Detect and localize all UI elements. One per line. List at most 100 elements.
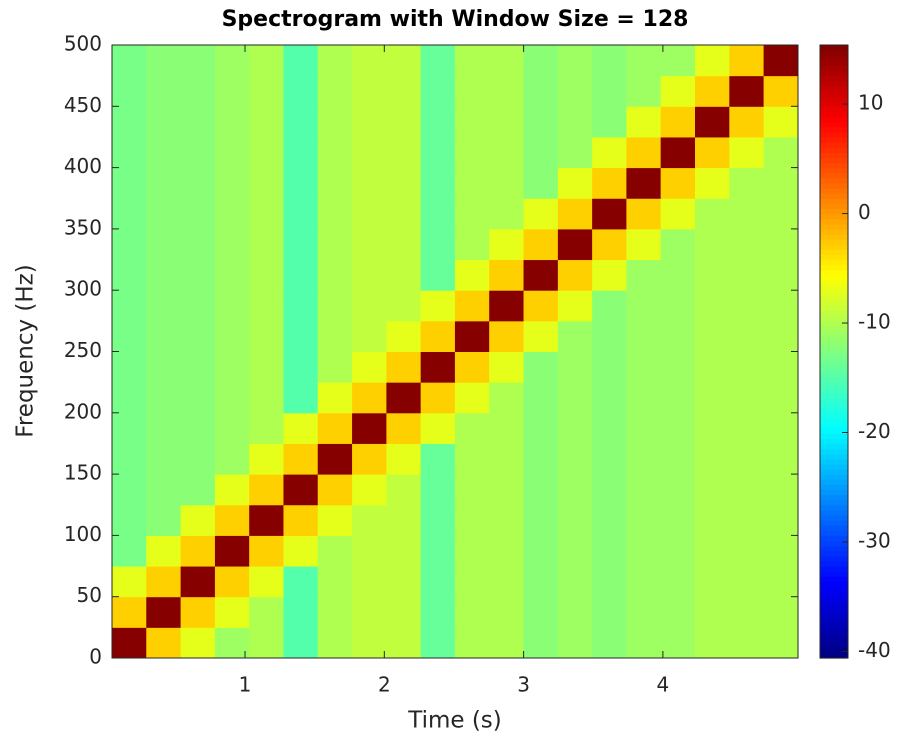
colorbar-segment: [820, 504, 848, 511]
heatmap-cell: [592, 535, 627, 567]
heatmap-cell: [523, 259, 559, 291]
heatmap-cell: [763, 136, 799, 169]
heatmap-cell: [420, 566, 456, 598]
chart-title: Spectrogram with Window Size = 128: [222, 7, 689, 32]
heatmap-cell: [694, 627, 730, 659]
heatmap-cell: [420, 45, 456, 77]
colorbar-segment: [820, 479, 848, 485]
heatmap-cell: [626, 198, 662, 230]
heatmap-cell: [694, 596, 730, 628]
heatmap-cell: [112, 351, 147, 383]
heatmap-cell: [249, 228, 284, 261]
heatmap-cell: [317, 45, 353, 77]
heatmap-cell: [557, 351, 593, 383]
heatmap-cell: [317, 443, 353, 475]
heatmap-cell: [180, 290, 216, 322]
heatmap-cell: [112, 167, 147, 199]
heatmap-cell: [694, 290, 730, 322]
heatmap-cell: [352, 228, 387, 261]
heatmap-cell: [214, 167, 250, 199]
heatmap-cell: [694, 504, 730, 536]
colorbar-segment: [820, 116, 848, 123]
colorbar-segment: [820, 152, 848, 158]
heatmap-cell: [694, 320, 730, 352]
heatmap-cell: [454, 535, 490, 567]
colorbar-segment: [820, 632, 848, 639]
heatmap-cell: [386, 443, 422, 475]
colorbar-segment: [820, 637, 848, 644]
heatmap-cell: [386, 504, 422, 536]
heatmap-cell: [214, 382, 250, 414]
y-tick-label: 400: [64, 154, 102, 178]
heatmap-cell: [523, 290, 559, 322]
colorbar-segment: [820, 647, 848, 654]
heatmap-cell: [146, 228, 182, 261]
heatmap-cell: [626, 228, 662, 261]
heatmap-cell: [592, 167, 627, 199]
heatmap-cell: [454, 136, 490, 169]
heatmap-cell: [214, 412, 250, 444]
colorbar-segment: [820, 356, 848, 363]
heatmap-cell: [249, 443, 284, 475]
heatmap-cell: [352, 535, 387, 567]
heatmap-cell: [694, 566, 730, 598]
heatmap-cell: [523, 627, 559, 659]
heatmap-cell: [420, 535, 456, 567]
heatmap-cell: [317, 535, 353, 567]
heatmap-cell: [489, 45, 525, 77]
heatmap-cell: [112, 474, 147, 506]
heatmap-cell: [729, 136, 765, 169]
heatmap-cell: [592, 106, 627, 138]
heatmap-cell: [180, 198, 216, 230]
colorbar-segment: [820, 254, 848, 261]
colorbar-segment: [820, 80, 848, 87]
heatmap-cell: [180, 320, 216, 352]
heatmap-cell: [523, 228, 559, 261]
x-tick-label: 1: [239, 673, 252, 697]
heatmap-cell: [420, 290, 456, 322]
heatmap-cell: [454, 106, 490, 138]
heatmap-cell: [352, 75, 387, 107]
heatmap-cell: [112, 566, 147, 598]
heatmap-cell: [557, 504, 593, 536]
heatmap-cell: [386, 474, 422, 506]
heatmap-cell: [729, 290, 765, 322]
heatmap-cell: [146, 566, 182, 598]
heatmap-cell: [557, 382, 593, 414]
heatmap-cell: [626, 474, 662, 506]
heatmap-cell: [729, 167, 765, 199]
colorbar-segment: [820, 545, 848, 552]
heatmap-cell: [557, 443, 593, 475]
heatmap-cell: [352, 596, 387, 628]
heatmap-cell: [729, 351, 765, 383]
heatmap-cell: [626, 596, 662, 628]
heatmap-cell: [489, 136, 525, 169]
heatmap-cell: [352, 320, 387, 352]
heatmap-cell: [420, 136, 456, 169]
heatmap-cell: [626, 566, 662, 598]
colorbar-segment: [820, 591, 848, 598]
heatmap-cell: [557, 290, 593, 322]
colorbar-segment: [820, 560, 848, 567]
heatmap-cell: [386, 320, 422, 352]
colorbar-segment: [820, 596, 848, 603]
heatmap-cell: [352, 351, 387, 383]
heatmap-cell: [454, 412, 490, 444]
heatmap-cell: [146, 167, 182, 199]
heatmap-cell: [420, 198, 456, 230]
heatmap-cell: [146, 504, 182, 536]
heatmap-cell: [763, 412, 799, 444]
y-tick-label: 100: [64, 522, 102, 546]
heatmap-cell: [729, 106, 765, 138]
heatmap-cell: [420, 351, 456, 383]
heatmap-cell: [180, 75, 216, 107]
heatmap-cell: [420, 412, 456, 444]
colorbar-segment: [820, 509, 848, 516]
heatmap-cell: [420, 443, 456, 475]
heatmap-cell: [592, 412, 627, 444]
y-tick-label: 200: [64, 399, 102, 423]
heatmap-cell: [214, 474, 250, 506]
heatmap-cell: [557, 566, 593, 598]
heatmap-cell: [592, 259, 627, 291]
heatmap-cell: [489, 320, 525, 352]
